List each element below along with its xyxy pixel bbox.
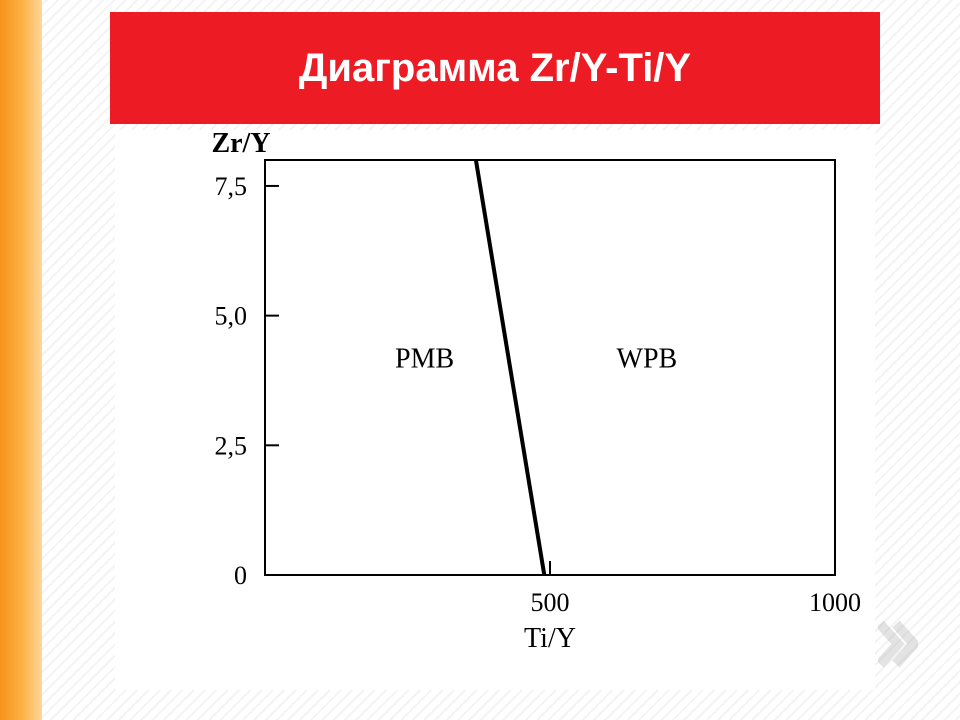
x-axis-label: Ti/Y	[524, 623, 576, 654]
x-tick-label: 500	[531, 588, 570, 617]
y-axis-label: Zr/Y	[211, 130, 270, 159]
chart: 0 2,5 5,0 7,5 500 1000 Zr/Y Ti/Y PMB WPB	[115, 130, 875, 690]
y-tick-label: 2,5	[215, 431, 248, 460]
y-tick-label: 0	[234, 561, 247, 590]
region-label: WPB	[617, 344, 678, 375]
accent-strip	[0, 0, 42, 720]
title-bar: Диаграмма Zr/Y-Ti/Y	[110, 12, 880, 124]
x-tick-label: 1000	[809, 588, 861, 617]
plot-frame	[265, 160, 835, 575]
y-tick-label: 5,0	[215, 302, 248, 331]
y-tick-label: 7,5	[215, 172, 248, 201]
boundary-line	[476, 160, 544, 575]
slide: Диаграмма Zr/Y-Ti/Y 0 2,5 5,0 7,5 500 1000 Zr/…	[0, 0, 960, 720]
region-label: PMB	[395, 344, 454, 375]
slide-title: Диаграмма Zr/Y-Ti/Y	[299, 46, 691, 91]
